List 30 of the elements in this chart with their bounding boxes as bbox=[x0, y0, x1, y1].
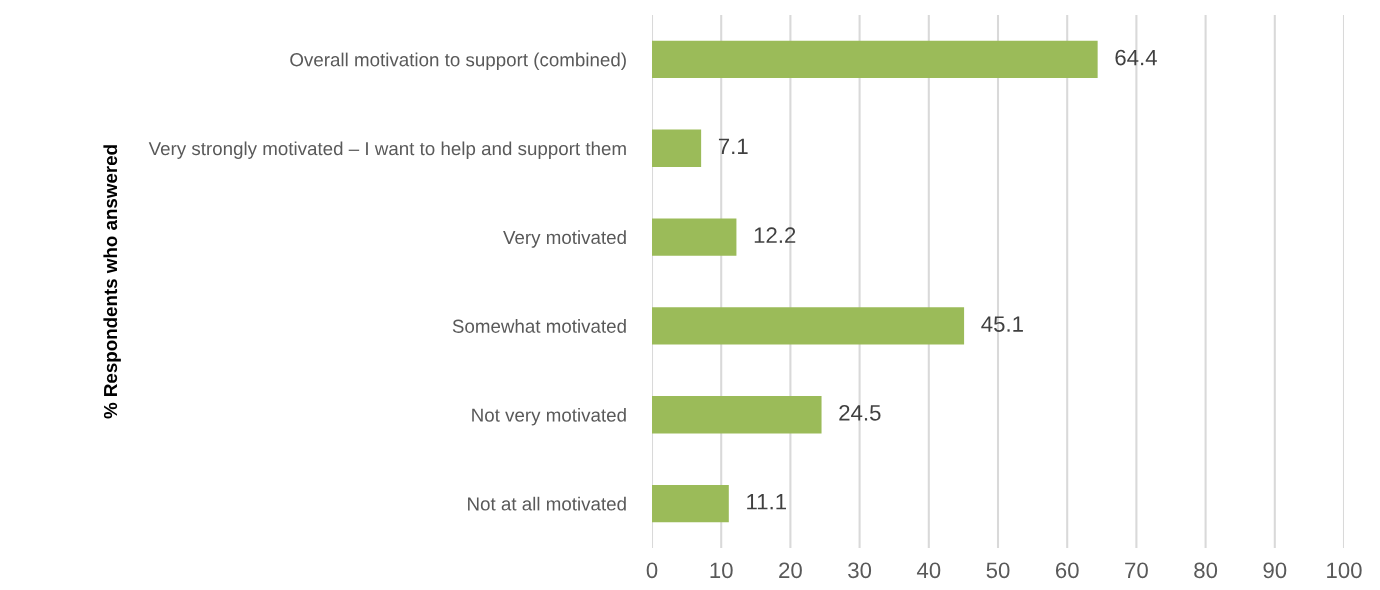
x-tick-label: 80 bbox=[1194, 562, 1218, 579]
bar bbox=[652, 396, 822, 434]
data-label: 45.1 bbox=[981, 316, 1023, 332]
y-tick-label: Not at all motivated bbox=[468, 496, 626, 511]
x-tick-label: 60 bbox=[1055, 562, 1079, 579]
x-tick-label: 100 bbox=[1327, 562, 1362, 579]
bar bbox=[652, 129, 702, 167]
bar bbox=[652, 218, 737, 256]
y-axis-title: % Respondents who answered bbox=[103, 145, 121, 419]
x-tick-label: 20 bbox=[779, 562, 802, 579]
y-tick-label: Not very motivated bbox=[472, 407, 626, 426]
data-label: 7.1 bbox=[718, 138, 748, 154]
y-tick-label: Very motivated bbox=[503, 230, 626, 248]
bar bbox=[652, 484, 729, 523]
bar bbox=[652, 307, 965, 345]
data-label: 11.1 bbox=[747, 494, 787, 510]
y-tick-label: Somewhat motivated bbox=[452, 319, 626, 333]
x-tick-label: 10 bbox=[710, 562, 733, 579]
x-tick-label: 90 bbox=[1263, 562, 1287, 579]
x-tick-label: 40 bbox=[916, 562, 941, 579]
x-tick-label: 70 bbox=[1125, 562, 1148, 579]
x-tick-label: 30 bbox=[848, 562, 872, 579]
data-label: 12.2 bbox=[754, 227, 796, 243]
x-tick-label: 50 bbox=[986, 562, 1010, 579]
bar bbox=[652, 40, 1098, 79]
data-label: 64.4 bbox=[1115, 49, 1157, 66]
y-tick-label: Very strongly motivated – I want to help and support them bbox=[148, 141, 626, 159]
x-tick-label: 0 bbox=[646, 562, 658, 579]
data-label: 24.5 bbox=[839, 404, 881, 421]
y-tick-label: Overall motivation to support (combined) bbox=[290, 52, 626, 71]
